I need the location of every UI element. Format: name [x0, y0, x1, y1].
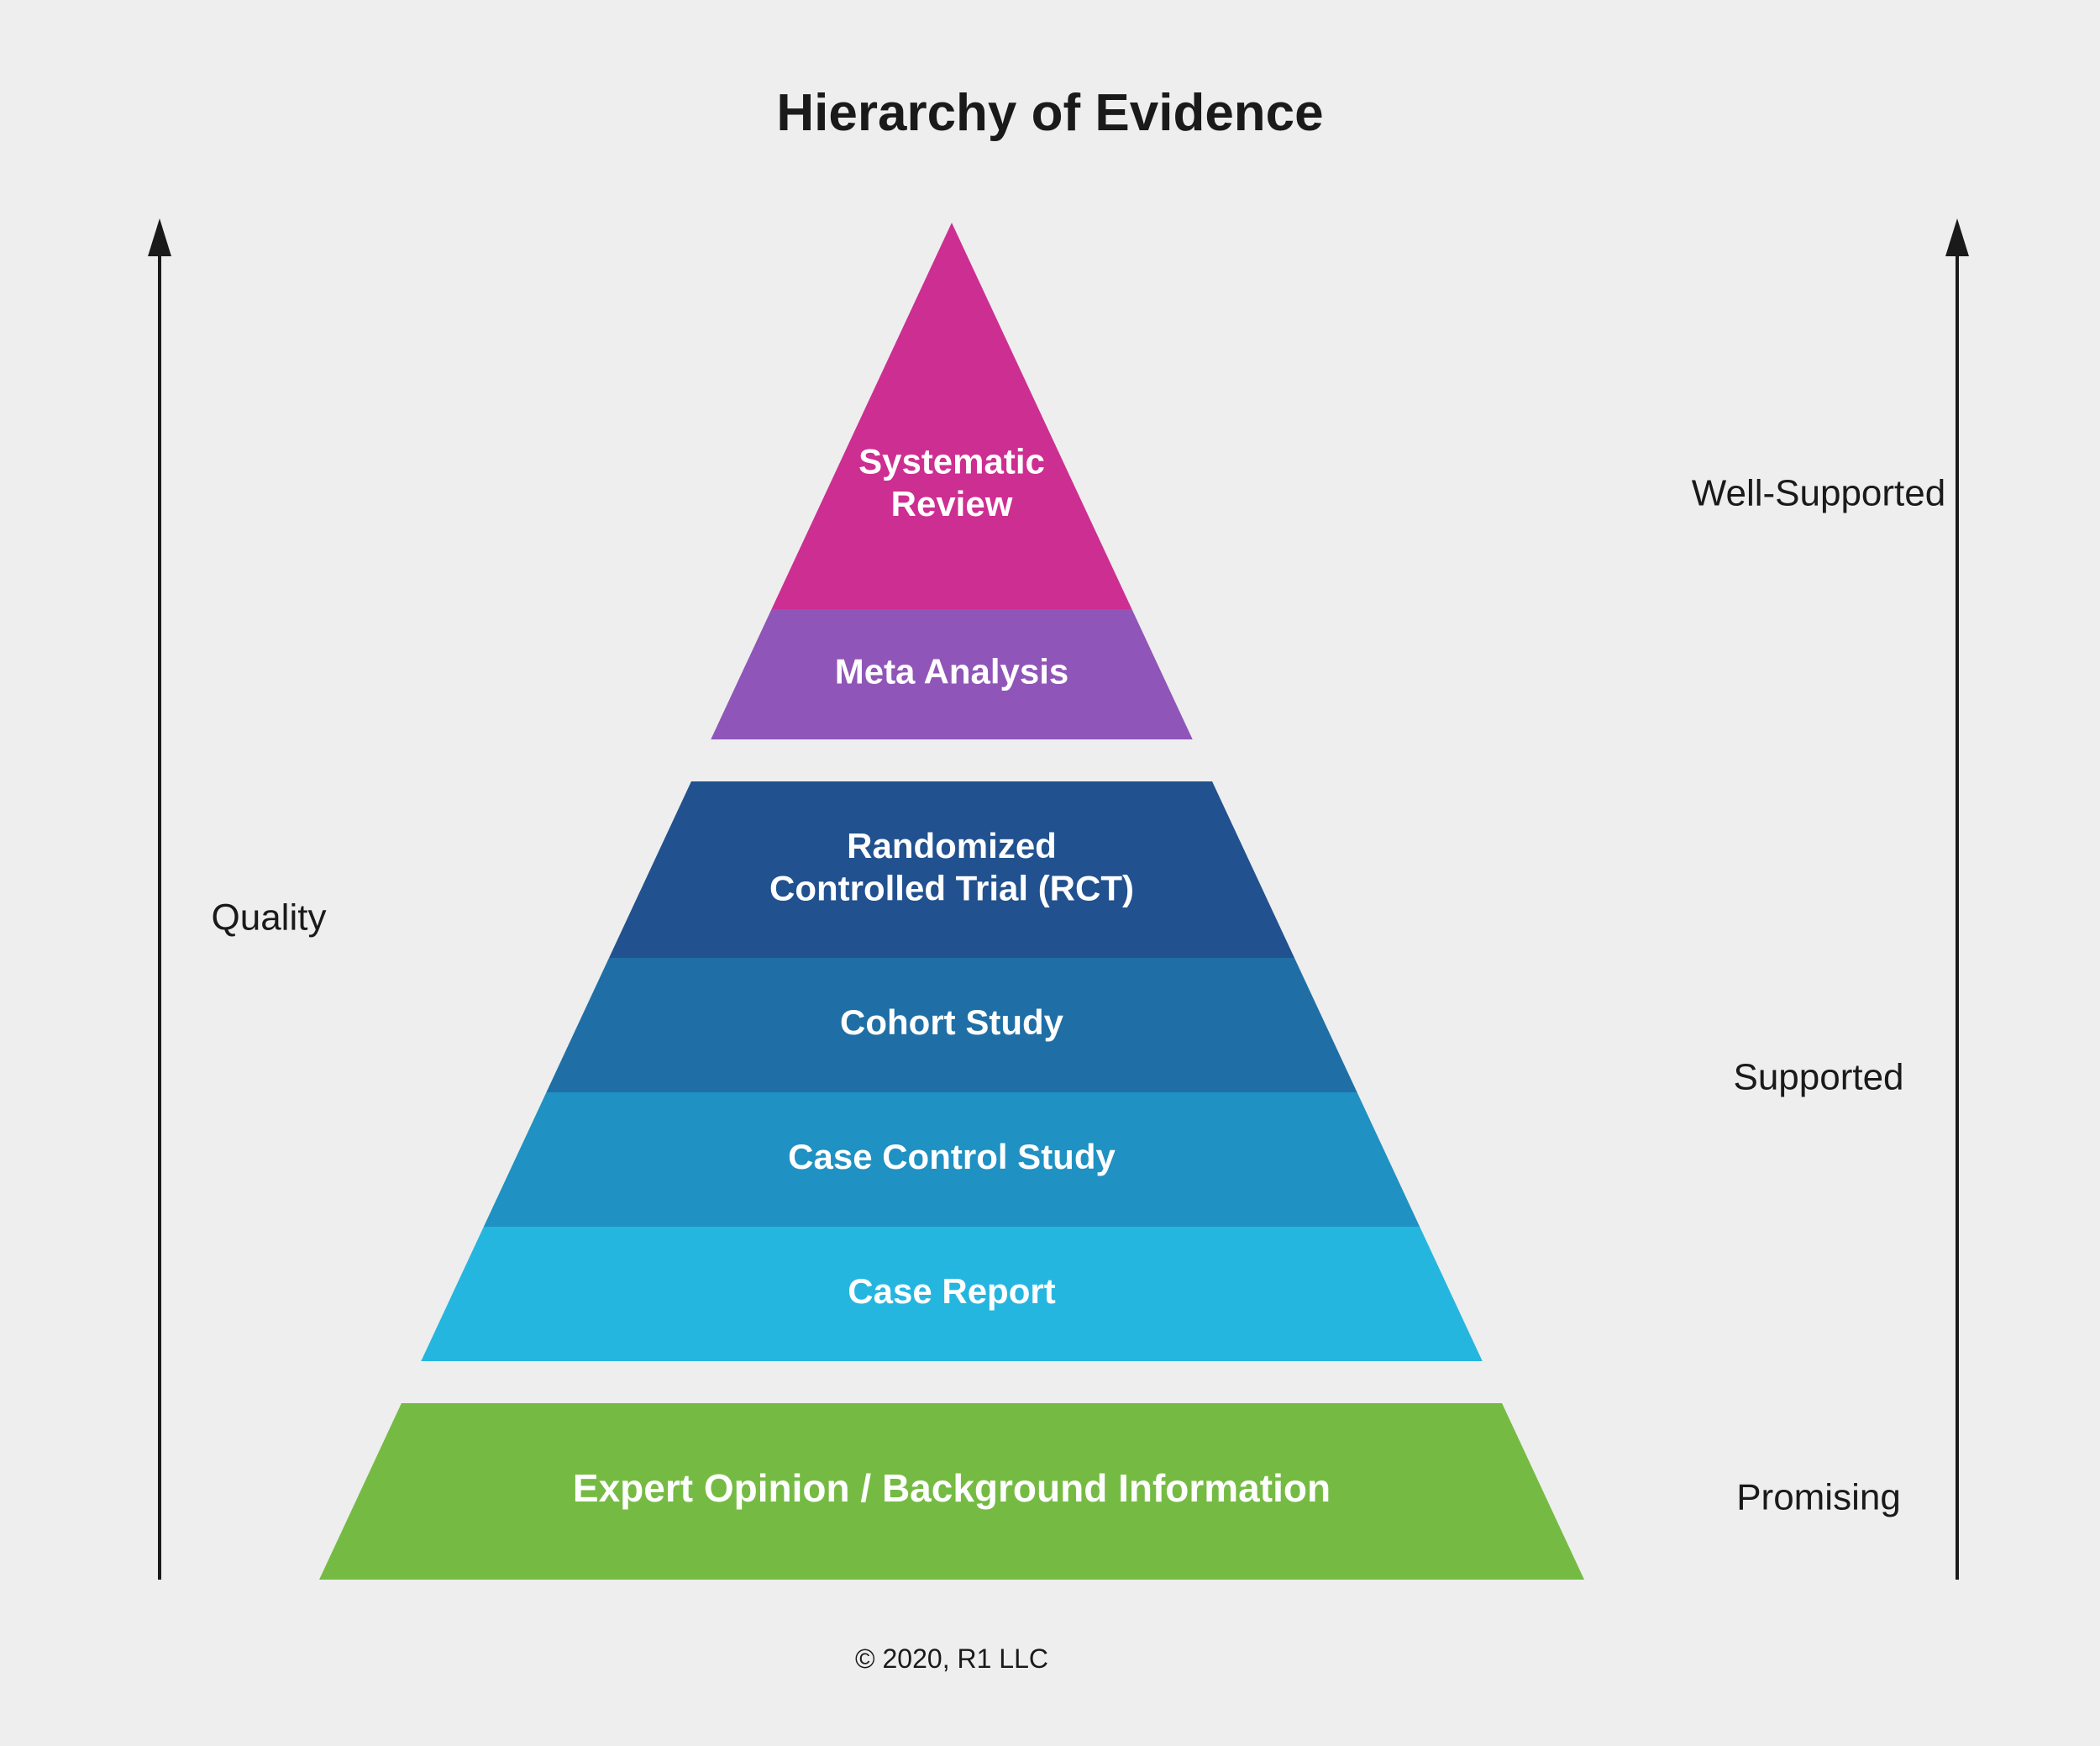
right-axis-label-2: Promising [1736, 1477, 1901, 1518]
copyright-footer: © 2020, R1 LLC [855, 1643, 1048, 1674]
pyramid-label-case-control-study: Case Control Study [788, 1137, 1116, 1176]
diagram-title: Hierarchy of Evidence [776, 84, 1323, 142]
pyramid-label-case-report: Case Report [848, 1271, 1055, 1311]
pyramid-label-expert-opinion: Expert Opinion / Background Information [573, 1466, 1331, 1510]
pyramid-label-cohort-study: Cohort Study [840, 1002, 1064, 1042]
right-axis-label-1: Supported [1733, 1057, 1903, 1098]
right-axis-label-0: Well-Supported [1692, 473, 1945, 514]
left-axis-label: Quality [212, 897, 327, 939]
evidence-hierarchy-diagram: Hierarchy of EvidenceSystematicReviewMet… [0, 0, 2100, 1746]
pyramid-label-meta-analysis: Meta Analysis [835, 652, 1069, 692]
